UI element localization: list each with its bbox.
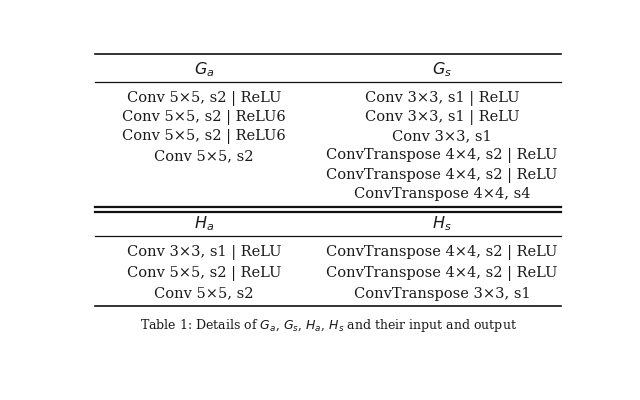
Text: $G_s$: $G_s$ [432, 60, 452, 79]
Text: Conv 5×5, s2 | ReLU6: Conv 5×5, s2 | ReLU6 [122, 110, 286, 125]
Text: Conv 5×5, s2 | ReLU: Conv 5×5, s2 | ReLU [127, 90, 281, 106]
Text: Conv 3×3, s1 | ReLU: Conv 3×3, s1 | ReLU [365, 110, 519, 125]
Text: ConvTranspose 4×4, s2 | ReLU: ConvTranspose 4×4, s2 | ReLU [326, 148, 558, 163]
Text: ConvTranspose 4×4, s4: ConvTranspose 4×4, s4 [354, 187, 531, 201]
Text: $G_a$: $G_a$ [194, 60, 214, 79]
Text: Conv 3×3, s1 | ReLU: Conv 3×3, s1 | ReLU [127, 245, 281, 260]
Text: Table 1: Details of $G_a$, $G_s$, $H_a$, $H_s$ and their input and output: Table 1: Details of $G_a$, $G_s$, $H_a$,… [140, 317, 516, 334]
Text: Conv 5×5, s2: Conv 5×5, s2 [154, 149, 253, 163]
Text: Conv 5×5, s2 | ReLU: Conv 5×5, s2 | ReLU [127, 266, 281, 281]
Text: $H_a$: $H_a$ [194, 214, 214, 233]
Text: $H_s$: $H_s$ [432, 214, 452, 233]
Text: Conv 3×3, s1: Conv 3×3, s1 [392, 130, 492, 144]
Text: ConvTranspose 4×4, s2 | ReLU: ConvTranspose 4×4, s2 | ReLU [326, 168, 558, 182]
Text: Conv 3×3, s1 | ReLU: Conv 3×3, s1 | ReLU [365, 90, 519, 106]
Text: Conv 5×5, s2: Conv 5×5, s2 [154, 287, 253, 301]
Text: ConvTranspose 4×4, s2 | ReLU: ConvTranspose 4×4, s2 | ReLU [326, 266, 558, 281]
Text: ConvTranspose 4×4, s2 | ReLU: ConvTranspose 4×4, s2 | ReLU [326, 245, 558, 260]
Text: Conv 5×5, s2 | ReLU6: Conv 5×5, s2 | ReLU6 [122, 129, 286, 144]
Text: ConvTranspose 3×3, s1: ConvTranspose 3×3, s1 [354, 287, 531, 301]
